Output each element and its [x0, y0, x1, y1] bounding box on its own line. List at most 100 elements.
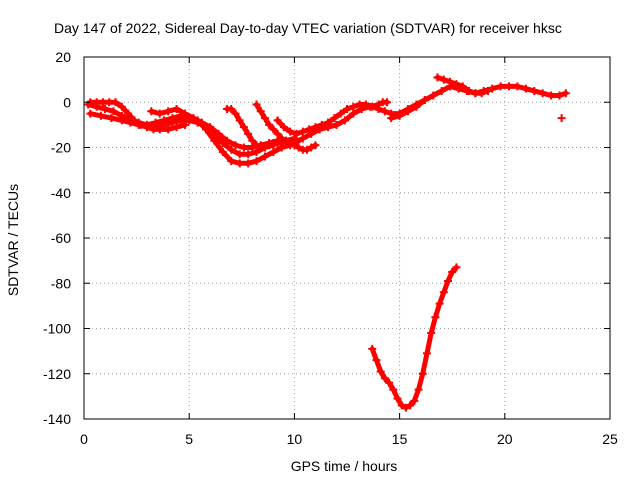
- data-point: [435, 299, 444, 308]
- data-point: [248, 136, 257, 145]
- data-point: [227, 157, 236, 166]
- data-point: [147, 107, 156, 116]
- data-point: [530, 86, 539, 95]
- data-point: [96, 111, 105, 120]
- data-point: [349, 102, 358, 111]
- data-point: [164, 125, 173, 134]
- data-point: [252, 148, 261, 157]
- data-point: [265, 120, 274, 129]
- data-point: [107, 114, 116, 123]
- data-point: [332, 120, 341, 129]
- data-point: [324, 123, 333, 132]
- x-tick-label: 0: [80, 431, 88, 447]
- x-tick-label: 25: [602, 431, 618, 447]
- series-sat-9: [387, 82, 570, 123]
- data-point: [231, 109, 240, 118]
- series-sat-11: [557, 114, 566, 123]
- series-trace: [87, 111, 276, 157]
- data-point: [231, 141, 240, 150]
- data-point: [117, 111, 126, 120]
- data-point: [206, 123, 215, 132]
- data-point: [235, 159, 244, 168]
- data-point: [227, 145, 236, 154]
- y-tick-label: -140: [43, 411, 71, 427]
- data-point: [159, 116, 168, 125]
- data-point: [172, 105, 181, 114]
- data-point: [412, 102, 421, 111]
- data-point: [483, 86, 492, 95]
- data-point: [368, 344, 377, 353]
- data-point: [374, 100, 383, 109]
- y-axis-label: SDTVAR / TECUs: [5, 184, 21, 296]
- data-point: [252, 100, 261, 109]
- data-point: [452, 80, 461, 89]
- data-point: [404, 107, 413, 116]
- data-point: [180, 109, 189, 118]
- data-point: [286, 127, 295, 136]
- data-point: [260, 114, 269, 123]
- y-tick-label: -80: [51, 275, 71, 291]
- data-point: [164, 107, 173, 116]
- data-point: [168, 114, 177, 123]
- data-points: [84, 73, 570, 412]
- y-tick-label: 0: [63, 94, 71, 110]
- data-point: [397, 401, 406, 410]
- data-point: [439, 75, 448, 84]
- x-axis-label: GPS time / hours: [291, 458, 398, 474]
- data-point: [223, 136, 232, 145]
- data-point: [265, 141, 274, 150]
- data-point: [210, 136, 219, 145]
- data-point: [155, 125, 164, 134]
- data-point: [239, 123, 248, 132]
- data-point: [260, 143, 269, 152]
- data-point: [86, 109, 95, 118]
- data-point: [387, 114, 396, 123]
- data-point: [385, 378, 394, 387]
- data-point: [389, 385, 398, 394]
- data-point: [465, 86, 474, 95]
- data-point: [505, 82, 514, 91]
- data-point: [269, 125, 278, 134]
- data-point: [343, 105, 351, 114]
- series-sat-8: [290, 98, 391, 147]
- data-point: [336, 109, 345, 118]
- data-point: [292, 129, 301, 138]
- data-point: [401, 403, 410, 412]
- x-tick-label: 10: [287, 431, 303, 447]
- data-point: [279, 123, 288, 132]
- y-tick-label: -40: [51, 185, 71, 201]
- data-point: [130, 116, 139, 125]
- data-point: [427, 329, 436, 338]
- data-point: [172, 123, 181, 132]
- data-point: [458, 82, 467, 91]
- data-point: [256, 107, 265, 116]
- data-point: [376, 367, 385, 376]
- data-point: [143, 123, 152, 132]
- data-point: [547, 91, 556, 100]
- data-point: [214, 129, 223, 138]
- data-point: [281, 136, 290, 145]
- chart-title: Day 147 of 2022, Sidereal Day-to-day VTE…: [54, 20, 562, 36]
- data-point: [433, 73, 442, 82]
- data-point: [227, 105, 236, 114]
- data-point: [235, 116, 244, 125]
- data-point: [477, 89, 486, 98]
- data-point: [151, 118, 160, 127]
- series-trace: [291, 99, 390, 146]
- data-point: [269, 148, 278, 157]
- data-point: [117, 102, 126, 111]
- series-sat-3: [86, 98, 189, 134]
- data-point: [340, 116, 349, 125]
- data-point: [448, 267, 457, 276]
- data-point: [372, 356, 381, 365]
- series-sat-5: [223, 105, 286, 152]
- data-point: [437, 86, 446, 95]
- data-point: [239, 143, 248, 152]
- data-point: [235, 150, 244, 159]
- data-point: [380, 107, 389, 116]
- data-point: [124, 109, 133, 118]
- data-point: [305, 125, 314, 134]
- data-point: [218, 148, 227, 157]
- axis-ticks: [83, 56, 611, 420]
